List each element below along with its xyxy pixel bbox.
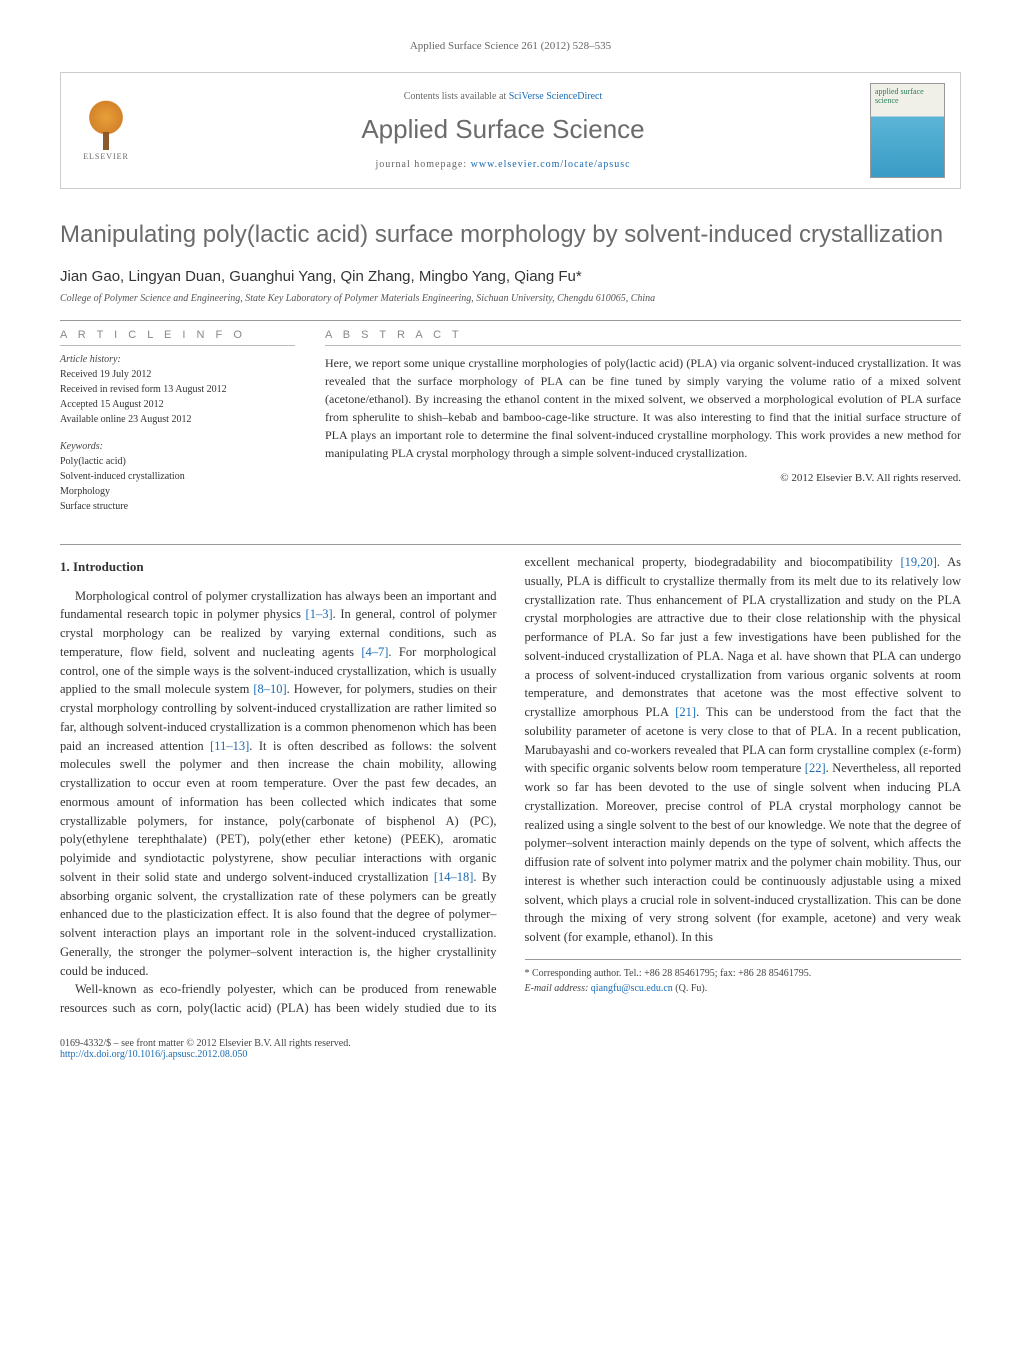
section-1-heading: 1. Introduction <box>60 557 497 577</box>
ref-link-14-18[interactable]: [14–18] <box>434 870 474 884</box>
corresponding-mark: * <box>576 268 582 285</box>
elsevier-logo: ELSEVIER <box>76 96 136 166</box>
affiliation: College of Polymer Science and Engineeri… <box>60 293 961 304</box>
elsevier-tree-icon <box>81 100 131 150</box>
page-footer: 0169-4332/$ – see front matter © 2012 El… <box>60 1038 961 1060</box>
journal-homepage-link[interactable]: www.elsevier.com/locate/apsusc <box>471 159 631 170</box>
ref-link-22[interactable]: [22] <box>805 761 826 775</box>
authors-names: Jian Gao, Lingyan Duan, Guanghui Yang, Q… <box>60 268 576 285</box>
divider-bottom <box>60 544 961 545</box>
abstract-text: Here, we report some unique crystalline … <box>325 354 961 462</box>
body-text-columns: 1. Introduction Morphological control of… <box>60 553 961 1018</box>
sciencedirect-link[interactable]: SciVerse ScienceDirect <box>509 91 603 102</box>
journal-cover-thumbnail: applied surface science <box>870 83 945 178</box>
email-label: E-mail address: <box>525 983 591 994</box>
p1-text-e: . It is often described as follows: the … <box>60 739 497 884</box>
elsevier-label: ELSEVIER <box>83 152 129 161</box>
abstract-column: a b s t r a c t Here, we report some uni… <box>325 329 961 514</box>
history-received: Received 19 July 2012 <box>60 367 295 382</box>
footnote-email-line: E-mail address: qiangfu@scu.edu.cn (Q. F… <box>525 981 962 996</box>
email-link[interactable]: qiangfu@scu.edu.cn <box>591 983 673 994</box>
keyword-2: Morphology <box>60 484 295 499</box>
footer-issn: 0169-4332/$ – see front matter © 2012 El… <box>60 1038 961 1049</box>
corresponding-footnote: * Corresponding author. Tel.: +86 28 854… <box>525 959 962 996</box>
p2-text-b: . As usually, PLA is difficult to crysta… <box>525 555 962 719</box>
abstract-copyright: © 2012 Elsevier B.V. All rights reserved… <box>325 472 961 484</box>
footer-doi-line: http://dx.doi.org/10.1016/j.apsusc.2012.… <box>60 1049 961 1060</box>
ref-link-11-13[interactable]: [11–13] <box>210 739 249 753</box>
ref-link-4-7[interactable]: [4–7] <box>361 645 388 659</box>
divider-top <box>60 320 961 321</box>
info-subrule <box>60 345 295 346</box>
keywords-label: Keywords: <box>60 441 295 452</box>
journal-header-box: ELSEVIER Contents lists available at Sci… <box>60 72 961 189</box>
keyword-1: Solvent-induced crystallization <box>60 469 295 484</box>
keyword-3: Surface structure <box>60 499 295 514</box>
abstract-subrule <box>325 345 961 346</box>
article-info-heading: a r t i c l e i n f o <box>60 329 295 341</box>
footnote-corr-line: * Corresponding author. Tel.: +86 28 854… <box>525 966 962 981</box>
journal-homepage-line: journal homepage: www.elsevier.com/locat… <box>136 159 870 170</box>
contents-lists-line: Contents lists available at SciVerse Sci… <box>136 91 870 102</box>
authors-line: Jian Gao, Lingyan Duan, Guanghui Yang, Q… <box>60 268 961 285</box>
ref-link-8-10[interactable]: [8–10] <box>253 682 286 696</box>
history-accepted: Accepted 15 August 2012 <box>60 397 295 412</box>
doi-link[interactable]: 10.1016/j.apsusc.2012.08.050 <box>128 1049 248 1060</box>
contents-prefix: Contents lists available at <box>404 91 509 102</box>
ref-link-21[interactable]: [21] <box>675 705 696 719</box>
doi-prefix-link[interactable]: http://dx.doi.org/ <box>60 1049 128 1060</box>
p1-text-f: . By absorbing organic solvent, the crys… <box>60 870 497 978</box>
journal-cover-title: applied surface science <box>871 84 944 110</box>
homepage-prefix: journal homepage: <box>375 159 470 170</box>
ref-link-19-20[interactable]: [19,20] <box>900 555 936 569</box>
history-online: Available online 23 August 2012 <box>60 412 295 427</box>
intro-para-1: Morphological control of polymer crystal… <box>60 587 497 981</box>
running-header: Applied Surface Science 261 (2012) 528–5… <box>60 40 961 52</box>
history-label: Article history: <box>60 354 295 365</box>
p2-text-d: . Nevertheless, all reported work so far… <box>525 761 962 944</box>
abstract-heading: a b s t r a c t <box>325 329 961 341</box>
history-revised: Received in revised form 13 August 2012 <box>60 382 295 397</box>
journal-name: Applied Surface Science <box>136 114 870 145</box>
article-title: Manipulating poly(lactic acid) surface m… <box>60 219 961 250</box>
ref-link-1-3[interactable]: [1–3] <box>306 607 333 621</box>
article-info-column: a r t i c l e i n f o Article history: R… <box>60 329 295 514</box>
email-suffix: (Q. Fu). <box>673 983 707 994</box>
keyword-0: Poly(lactic acid) <box>60 454 295 469</box>
